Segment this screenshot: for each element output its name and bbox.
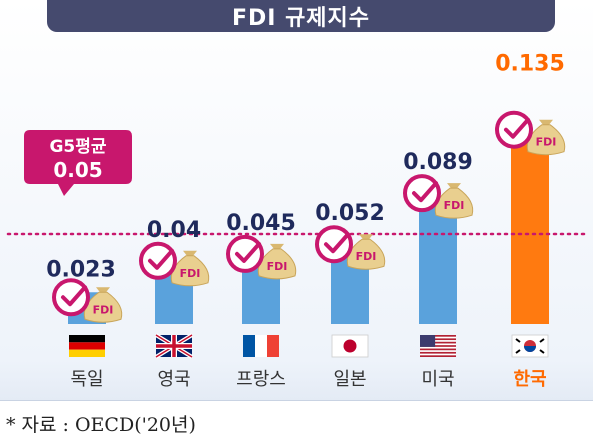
check-circle-icon	[495, 110, 533, 149]
money-bag-top	[447, 183, 461, 189]
reference-label: G5평균	[49, 137, 106, 157]
value-label: 0.135	[495, 52, 565, 77]
money-bag-top	[270, 243, 284, 249]
check-mark-icon	[324, 232, 350, 254]
category-label: 프랑스	[236, 369, 286, 390]
money-bag-top	[539, 119, 553, 125]
badge-label: FDI	[93, 303, 114, 316]
money-bag-top	[359, 234, 373, 240]
badge-label: FDI	[180, 267, 201, 280]
category-label: 한국	[513, 369, 546, 390]
category-label: 독일	[70, 369, 103, 390]
check-circle-icon	[52, 278, 90, 317]
category-label: 미국	[421, 369, 454, 390]
check-circle-icon	[315, 225, 353, 264]
value-label: 0.023	[46, 257, 116, 282]
check-mark-icon	[504, 117, 530, 139]
value-label: 0.045	[226, 211, 296, 236]
check-mark-icon	[61, 285, 87, 307]
chart-title: FDI 규제지수	[47, 0, 555, 32]
usa-flag-icon	[420, 335, 456, 357]
money-bag-top	[96, 287, 110, 293]
check-circle-icon	[139, 241, 177, 280]
france-flag-icon	[243, 335, 279, 357]
money-bag-top	[183, 250, 197, 256]
value-label: 0.04	[147, 218, 201, 243]
value-label: 0.052	[315, 201, 385, 226]
badge-label: FDI	[356, 250, 377, 263]
badge-label: FDI	[444, 199, 465, 212]
source-note: * 자료 : OECD('20년)	[6, 414, 196, 436]
germany-flag-icon	[69, 335, 105, 357]
badge-label: FDI	[267, 260, 288, 273]
category-label: 영국	[157, 369, 190, 390]
reference-callout	[24, 130, 132, 196]
bar	[419, 201, 457, 324]
chart-panel	[0, 0, 593, 401]
japan-flag-icon	[331, 334, 369, 358]
korea-flag-icon	[511, 334, 549, 358]
badge-label: FDI	[536, 136, 557, 149]
uk-flag-icon	[154, 333, 194, 359]
value-label: 0.089	[403, 150, 473, 175]
check-circle-icon	[226, 234, 264, 273]
chart-title-text: FDI 규제지수	[231, 6, 371, 31]
check-mark-icon	[148, 248, 174, 270]
check-mark-icon	[412, 181, 438, 203]
check-circle-icon	[403, 174, 441, 213]
category-label: 일본	[333, 369, 366, 390]
bar	[511, 137, 549, 324]
check-mark-icon	[235, 241, 261, 263]
reference-value: 0.05	[53, 158, 102, 182]
